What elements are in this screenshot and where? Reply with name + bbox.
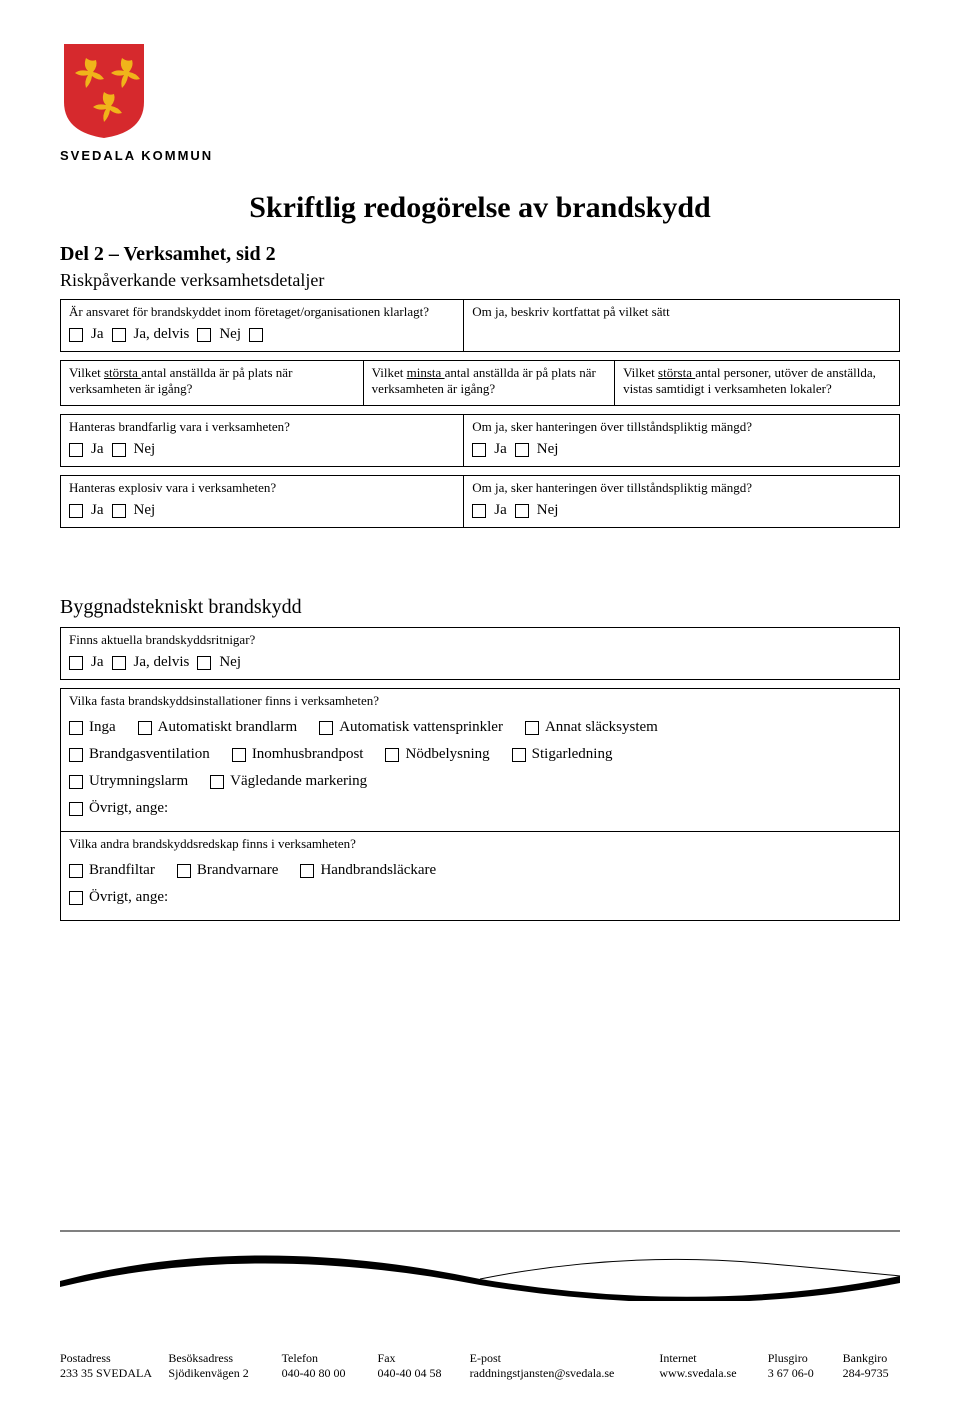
checkbox-ovrigt-1[interactable] bbox=[69, 802, 83, 816]
q-ansvar: Är ansvaret för brandskyddet inom företa… bbox=[69, 304, 455, 320]
checkbox-nodbelysning[interactable] bbox=[385, 748, 399, 762]
checkbox-nej[interactable] bbox=[515, 443, 529, 457]
checkbox-ja[interactable] bbox=[69, 504, 83, 518]
footer-col: Plusgiro3 67 06-0 bbox=[768, 1351, 835, 1381]
kommun-name: SVEDALA KOMMUN bbox=[60, 148, 213, 163]
label-ja-delvis: Ja, delvis bbox=[134, 326, 190, 343]
box-ansvar: Är ansvaret för brandskyddet inom företa… bbox=[60, 299, 900, 352]
box-explosiv: Hanteras explosiv vara i verksamheten? J… bbox=[60, 475, 900, 528]
checkbox-ja-delvis[interactable] bbox=[112, 656, 126, 670]
footer-col-value: 284-9735 bbox=[843, 1366, 900, 1381]
box-brandfarlig: Hanteras brandfarlig vara i verksamheten… bbox=[60, 414, 900, 467]
page-title: Skriftlig redogörelse av brandskydd bbox=[60, 191, 900, 225]
q-storsta-anstallda: Vilket största antal anställda är på pla… bbox=[61, 361, 363, 405]
checkbox-inomhus[interactable] bbox=[232, 748, 246, 762]
bygg-title: Byggnadstekniskt brandskydd bbox=[60, 596, 900, 619]
footer-col-value: 3 67 06-0 bbox=[768, 1366, 835, 1381]
shield-icon bbox=[60, 40, 148, 140]
q-ritnigar: Finns aktuella brandskyddsritnigar? bbox=[69, 632, 891, 648]
q-tillstand-2: Om ja, sker hanteringen över tillståndsp… bbox=[472, 480, 891, 496]
checkbox-nej[interactable] bbox=[197, 656, 211, 670]
logo-block: SVEDALA KOMMUN bbox=[60, 40, 900, 163]
checkbox-brandgas[interactable] bbox=[69, 748, 83, 762]
q-explosiv: Hanteras explosiv vara i verksamheten? bbox=[69, 480, 455, 496]
label-ja: Ja bbox=[91, 326, 104, 343]
footer-col-value: www.svedala.se bbox=[659, 1366, 759, 1381]
footer-col: Internetwww.svedala.se bbox=[659, 1351, 759, 1381]
checkbox-nej[interactable] bbox=[112, 504, 126, 518]
footer-contact: Postadress233 35 SVEDALA BesöksadressSjöd… bbox=[60, 1351, 900, 1381]
checkbox-nej[interactable] bbox=[515, 504, 529, 518]
footer-col-value: Sjödikenvägen 2 bbox=[168, 1366, 273, 1381]
box-antal: Vilket största antal anställda är på pla… bbox=[60, 360, 900, 406]
footer-col: E-postraddningstjansten@svedala.se bbox=[470, 1351, 652, 1381]
section-heading: Del 2 – Verksamhet, sid 2 bbox=[60, 243, 900, 266]
checkbox-stigarledning[interactable] bbox=[512, 748, 526, 762]
checkbox-ja[interactable] bbox=[69, 656, 83, 670]
footer-col-header: Internet bbox=[659, 1351, 759, 1366]
checkbox-inga[interactable] bbox=[69, 721, 83, 735]
footer-col: BesöksadressSjödikenvägen 2 bbox=[168, 1351, 273, 1381]
footer-col-header: E-post bbox=[470, 1351, 652, 1366]
checkbox-ovrigt-2[interactable] bbox=[69, 891, 83, 905]
footer-col-header: Telefon bbox=[282, 1351, 370, 1366]
box-ritnigar: Finns aktuella brandskyddsritnigar? Ja J… bbox=[60, 627, 900, 680]
checkbox-ja[interactable] bbox=[69, 328, 83, 342]
footer-col: Postadress233 35 SVEDALA bbox=[60, 1351, 160, 1381]
checkbox-extra[interactable] bbox=[249, 328, 263, 342]
subsection-heading: Riskpåverkande verksamhetsdetaljer bbox=[60, 270, 900, 291]
q-andra-redskap: Vilka andra brandskyddsredskap finns i v… bbox=[69, 836, 891, 852]
footer-col-header: Fax bbox=[378, 1351, 462, 1366]
checkbox-nej[interactable] bbox=[197, 328, 211, 342]
checkbox-ja[interactable] bbox=[472, 504, 486, 518]
q-minsta-anstallda: Vilket minsta antal anställda är på plat… bbox=[363, 361, 614, 405]
footer-col-header: Bankgiro bbox=[843, 1351, 900, 1366]
footer-col-value: raddningstjansten@svedala.se bbox=[470, 1366, 652, 1381]
checkbox-vagledande[interactable] bbox=[210, 775, 224, 789]
footer-wave-icon bbox=[0, 1221, 960, 1301]
q-storsta-personer: Vilket största antal personer, utöver de… bbox=[614, 361, 899, 405]
checkbox-handbrandslackare[interactable] bbox=[300, 864, 314, 878]
checkbox-brandfiltar[interactable] bbox=[69, 864, 83, 878]
box-installationer: Vilka fasta brandskyddsinstallationer fi… bbox=[60, 688, 900, 921]
checkbox-utrymningslarm[interactable] bbox=[69, 775, 83, 789]
checkbox-brandvarnare[interactable] bbox=[177, 864, 191, 878]
label-nej: Nej bbox=[219, 326, 241, 343]
q-brandfarlig: Hanteras brandfarlig vara i verksamheten… bbox=[69, 419, 455, 435]
checkbox-autolarm[interactable] bbox=[138, 721, 152, 735]
footer-col: Fax040-40 04 58 bbox=[378, 1351, 462, 1381]
footer-col-header: Besöksadress bbox=[168, 1351, 273, 1366]
q-fasta: Vilka fasta brandskyddsinstallationer fi… bbox=[69, 693, 891, 709]
footer-col: Bankgiro284-9735 bbox=[843, 1351, 900, 1381]
checkbox-ja[interactable] bbox=[69, 443, 83, 457]
footer-col-header: Plusgiro bbox=[768, 1351, 835, 1366]
footer-col-header: Postadress bbox=[60, 1351, 160, 1366]
footer-col-value: 040-40 80 00 bbox=[282, 1366, 370, 1381]
checkbox-ja[interactable] bbox=[472, 443, 486, 457]
checkbox-nej[interactable] bbox=[112, 443, 126, 457]
checkbox-sprinkler[interactable] bbox=[319, 721, 333, 735]
footer-col-value: 040-40 04 58 bbox=[378, 1366, 462, 1381]
checkbox-ja-delvis[interactable] bbox=[112, 328, 126, 342]
q-tillstand-1: Om ja, sker hanteringen över tillståndsp… bbox=[472, 419, 891, 435]
footer-col: Telefon040-40 80 00 bbox=[282, 1351, 370, 1381]
q-ansvar-omja: Om ja, beskriv kortfattat på vilket sätt bbox=[472, 304, 891, 320]
footer-col-value: 233 35 SVEDALA bbox=[60, 1366, 160, 1381]
checkbox-annat-slack[interactable] bbox=[525, 721, 539, 735]
